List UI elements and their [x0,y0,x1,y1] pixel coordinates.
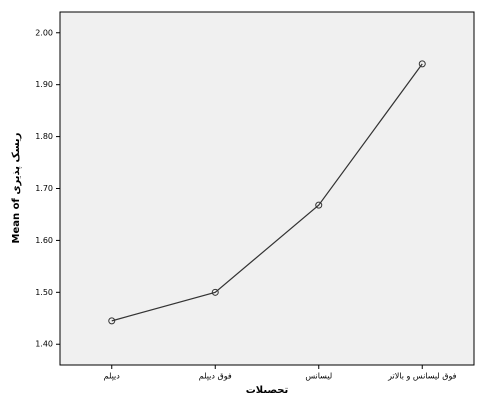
y-tick-label: 1.60 [35,236,53,245]
point [211,288,219,296]
y-tick-label: 2.00 [35,28,53,37]
x-tick-label: فوق لیسانس و بالاتر [387,372,457,381]
point [108,317,116,325]
x-tick-label: دیپلم [104,372,121,381]
y-tick-label: 1.40 [35,340,53,349]
y-tick-label: 1.80 [35,132,53,141]
x-tick-label: فوق دیپلم [199,372,232,381]
x-axis-title: تحصیلات [246,385,289,393]
point [418,60,426,68]
y-tick-label: 1.90 [35,80,53,89]
x-tick-label: لیسانس [305,372,332,381]
y-tick-label: 1.70 [35,184,53,193]
plot-area [59,11,475,366]
y-tick-label: 1.50 [35,288,53,297]
y-axis-title: Mean of ریسک پذیری [11,132,22,243]
point [315,201,323,209]
line [111,63,423,322]
